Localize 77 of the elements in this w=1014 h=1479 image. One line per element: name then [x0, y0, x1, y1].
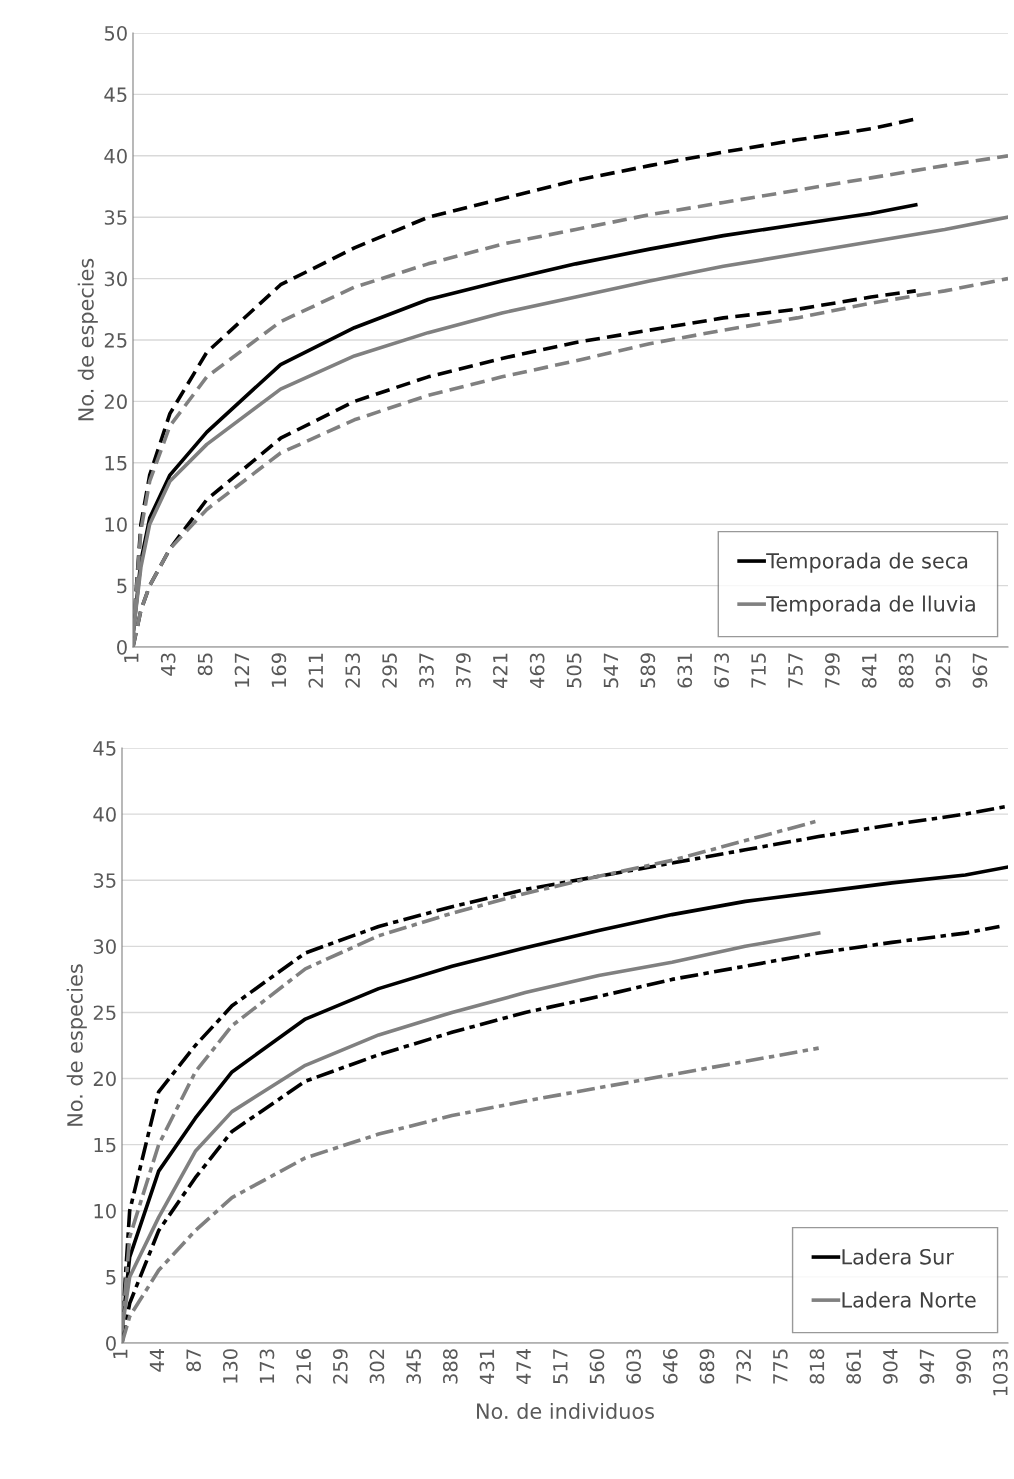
- y-tick-label: 10: [105, 517, 127, 532]
- x-tick-label: 1033: [992, 1349, 1008, 1396]
- y-tick-label: 45: [104, 87, 127, 103]
- x-tick-label: 431: [479, 1349, 495, 1385]
- x-tick-label: 818: [809, 1349, 825, 1384]
- x-tick-label: 560: [589, 1349, 605, 1384]
- x-tick-label: 990: [956, 1349, 971, 1384]
- x-tick-label: 1: [113, 1349, 128, 1359]
- x-tick-label: 904: [882, 1348, 898, 1384]
- y-tick-label: 40: [93, 807, 116, 822]
- x-tick-label: 547: [603, 653, 619, 688]
- y-tick-label: 35: [93, 873, 116, 888]
- y-tick-label: 5: [117, 578, 127, 594]
- x-tick-label: 169: [271, 653, 287, 687]
- x-tick-label: 757: [788, 653, 803, 688]
- y-tick-label: 25: [104, 332, 127, 348]
- x-tick-label: 689: [699, 1349, 715, 1384]
- x-tick-label: 253: [345, 653, 361, 688]
- x-tick-label: 646: [662, 1349, 678, 1384]
- x-tick-label: 603: [626, 1349, 641, 1384]
- x-tick-label: 673: [714, 653, 729, 688]
- x-tick-label: 127: [234, 653, 250, 687]
- y-tick-label: 25: [93, 1005, 116, 1021]
- x-tick-label: 87: [186, 1349, 201, 1372]
- x-tick-label: 173: [259, 1349, 275, 1383]
- x-tick-label: 1: [124, 653, 139, 663]
- x-tick-label: 345: [406, 1349, 421, 1384]
- x-tick-label: 379: [456, 653, 471, 688]
- x-tick-label: 505: [566, 653, 582, 688]
- x-tick-label: 388: [442, 1349, 458, 1384]
- y-tick-label: 20: [104, 394, 127, 410]
- x-tick-label: 732: [736, 1349, 751, 1384]
- x-tick-label: 631: [677, 653, 693, 688]
- x-tick-label: 947: [919, 1349, 935, 1384]
- legend-label: Ladera Sur: [842, 1248, 954, 1265]
- legend-label: Temporada de seca: [766, 552, 968, 573]
- x-tick-label: 861: [846, 1349, 861, 1384]
- x-tick-label: 841: [861, 653, 877, 688]
- x-tick-label: 474: [516, 1348, 531, 1385]
- x-tick-label: 463: [529, 653, 545, 689]
- y-axis-title: No. de especies: [66, 964, 87, 1126]
- x-tick-label: 967: [972, 653, 988, 688]
- x-tick-label: 883: [898, 653, 914, 688]
- y-tick-label: 30: [104, 271, 127, 287]
- y-tick-label: 40: [104, 148, 127, 164]
- y-tick-label: 5: [106, 1270, 116, 1285]
- legend-label: Temporada de lluvia: [766, 595, 975, 616]
- x-tick-label: 775: [773, 1349, 788, 1384]
- y-axis-title: No. de especies: [77, 258, 98, 421]
- y-tick-label: 20: [93, 1071, 116, 1087]
- x-tick-label: 799: [824, 653, 840, 688]
- x-tick-label: 517: [553, 1349, 568, 1384]
- x-tick-label: 715: [751, 653, 766, 688]
- y-tick-label: 15: [105, 456, 127, 471]
- x-tick-label: 337: [419, 653, 434, 688]
- x-tick-label: 43: [160, 653, 176, 676]
- x-tick-label: 295: [382, 653, 397, 688]
- x-tick-label: 259: [332, 1349, 348, 1384]
- y-tick-label: 50: [104, 25, 127, 41]
- x-tick-label: 589: [640, 653, 656, 688]
- y-tick-label: 0: [106, 1335, 116, 1351]
- y-tick-label: 15: [94, 1137, 116, 1153]
- y-tick-label: 45: [93, 741, 116, 756]
- x-tick-label: 130: [222, 1349, 238, 1383]
- legend-label: Ladera Norte: [842, 1291, 976, 1308]
- x-tick-label: 421: [492, 653, 508, 689]
- x-tick-label: 85: [197, 653, 213, 676]
- y-tick-label: 35: [104, 210, 127, 225]
- x-tick-label: 211: [308, 653, 323, 688]
- y-tick-label: 30: [93, 939, 116, 954]
- x-axis-title: No. de individuos: [477, 1402, 654, 1420]
- x-tick-label: 44: [149, 1348, 165, 1372]
- x-tick-label: 216: [296, 1349, 311, 1384]
- x-tick-label: 925: [935, 653, 951, 688]
- x-tick-label: 302: [369, 1349, 385, 1384]
- y-tick-label: 0: [117, 639, 127, 655]
- y-tick-label: 10: [94, 1203, 116, 1219]
